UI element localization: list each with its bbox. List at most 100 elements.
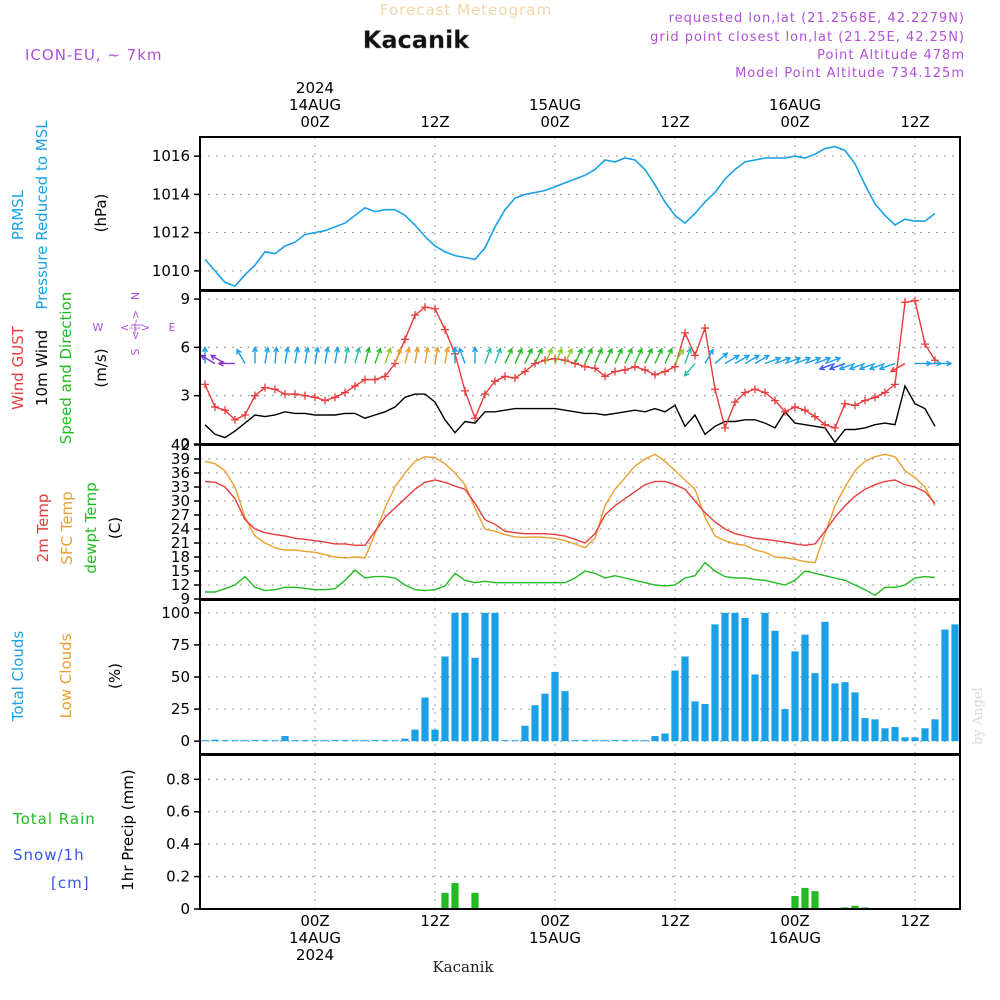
wind-gust-marker <box>601 372 609 381</box>
temp-tick-label: 9 <box>180 590 190 608</box>
wind-arrow-head <box>414 346 421 353</box>
precip-bar <box>851 905 859 909</box>
wind-arrow-shaft <box>654 348 663 364</box>
wind-gust-marker <box>251 391 259 400</box>
total-clouds-label: Total Clouds <box>9 631 27 723</box>
top-time-label: 16AUG <box>769 96 821 114</box>
wind-arrow-shaft <box>274 347 278 364</box>
wind-arrow-shaft <box>744 354 760 365</box>
wind-arrow-head <box>458 347 464 354</box>
cloud-bar <box>801 634 809 742</box>
wind-arrow-head <box>396 347 402 354</box>
cloud-bar <box>601 740 609 742</box>
cloud-bar <box>271 740 279 742</box>
wind-arrow-head <box>517 347 523 355</box>
wind-gust-label: Wind GUST <box>9 325 27 410</box>
cloud-bar <box>211 739 219 742</box>
wind-gust-marker <box>591 364 599 373</box>
clouds-unit: (%) <box>106 663 124 689</box>
bottom-time-label: 00Z <box>300 912 329 930</box>
compass-north: N <box>129 292 142 300</box>
wind-arrow-head <box>547 347 553 355</box>
wind-arrow-shaft <box>344 347 349 364</box>
wind-arrow-shaft <box>764 357 781 365</box>
wind-direction-arrow <box>604 347 613 364</box>
wind-arrow-shaft <box>684 363 696 377</box>
wind-arrow-shaft <box>384 348 392 364</box>
precip-unit: 1hr Precip (mm) <box>119 769 137 890</box>
temp-unit: (C) <box>106 517 124 539</box>
wind-arrow-shaft <box>584 348 593 364</box>
cloud-bar <box>811 673 819 742</box>
wind-gust-marker <box>341 388 349 397</box>
pressure-label-long: Pressure Reduced to MSL <box>33 120 51 310</box>
wind-arrow-head <box>814 356 822 363</box>
wind-direction-arrow <box>374 347 382 364</box>
temp-tick-label: 24 <box>171 520 190 538</box>
temp-tick-label: 21 <box>171 534 190 552</box>
wind-arrow-shaft <box>714 352 728 365</box>
wind-arrow-shaft <box>604 348 613 364</box>
cloud-bar <box>241 740 249 742</box>
top-time-label: 2024 <box>296 79 334 97</box>
wind-gust-marker <box>281 390 289 399</box>
cloud-bar <box>631 740 639 742</box>
wind-gust-marker <box>581 362 589 371</box>
cloud-bar <box>951 624 959 742</box>
pressure-tick-label: 1010 <box>152 262 190 280</box>
wind-arrow-shaft <box>504 348 513 364</box>
bottom-time-label: 12Z <box>660 912 689 930</box>
cloud-bar <box>301 740 309 742</box>
wind-direction-arrow <box>848 362 866 371</box>
cloud-bar <box>911 737 919 742</box>
chart-subtitle: Forecast Meteogram <box>380 1 552 19</box>
wind-gust-marker <box>261 383 269 392</box>
wind-direction-arrow <box>544 347 553 364</box>
clouds-tick-label: 50 <box>171 668 190 686</box>
cloud-bar <box>861 718 869 742</box>
wind-direction-arrow <box>794 356 812 365</box>
sfc-temp-line <box>204 453 936 564</box>
wind-arrow-head <box>794 356 802 363</box>
wind-direction-arrow <box>364 346 372 364</box>
wind-arrow-head <box>209 354 217 361</box>
wind-arrow-head <box>304 346 311 353</box>
wind-arrow-shaft <box>304 347 309 364</box>
bottom-time-label: 00Z <box>540 912 569 930</box>
cloud-bar <box>521 725 529 742</box>
wind-arrow-shaft <box>364 347 370 364</box>
cloud-bar <box>661 733 669 742</box>
wind-gust-marker <box>661 367 669 376</box>
top-time-label: 12Z <box>420 113 449 131</box>
wind-gust-marker <box>311 393 319 402</box>
cloud-bar <box>431 729 439 742</box>
pressure-unit: (hPa) <box>92 194 110 233</box>
wind-gust-marker <box>351 382 359 391</box>
cloud-bar <box>921 728 929 742</box>
wind-direction-arrow <box>314 346 321 364</box>
temp-tick-label: 39 <box>171 450 190 468</box>
wind-direction-arrow <box>304 346 311 364</box>
wind-direction-arrow <box>754 354 771 365</box>
precip-snow-unit: [cm] <box>51 874 90 892</box>
wind-arrow-head <box>946 360 953 367</box>
wind-tick-label: 6 <box>180 338 190 356</box>
wind-gust-marker <box>371 375 379 384</box>
wind-arrow-head <box>647 347 653 355</box>
wind-direction-arrow <box>724 354 741 365</box>
wind-arrow-head <box>722 352 729 359</box>
precip-bar <box>801 887 809 909</box>
top-time-label: 00Z <box>300 113 329 131</box>
wind-gust-marker <box>681 328 689 337</box>
wind-direction-arrow <box>284 346 291 364</box>
wind-gust-marker <box>841 399 849 408</box>
cloud-bar <box>511 740 519 742</box>
wind-direction-arrow <box>554 347 563 364</box>
cloud-bar <box>891 727 899 742</box>
wind-direction-arrow <box>294 346 301 364</box>
wind-arrow-head <box>878 364 886 371</box>
wind-direction-arrow <box>714 352 729 365</box>
wind-direction-arrow <box>344 346 351 364</box>
wind-arrow-head <box>557 347 563 355</box>
bottom-time-label: 00Z <box>780 912 809 930</box>
